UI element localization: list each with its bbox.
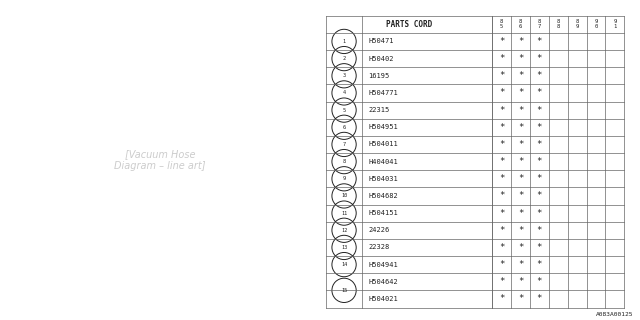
Text: *: * xyxy=(499,140,504,149)
Text: *: * xyxy=(537,140,542,149)
Text: *: * xyxy=(518,174,524,183)
Text: *: * xyxy=(499,71,504,80)
Text: *: * xyxy=(537,174,542,183)
Text: 8
8: 8 8 xyxy=(557,19,560,29)
Text: 22315: 22315 xyxy=(368,107,389,113)
Text: *: * xyxy=(537,123,542,132)
Text: *: * xyxy=(518,209,524,218)
Text: 13: 13 xyxy=(341,245,347,250)
Text: H504642: H504642 xyxy=(368,279,398,285)
Text: *: * xyxy=(518,88,524,97)
Text: *: * xyxy=(499,37,504,46)
Text: *: * xyxy=(518,243,524,252)
Text: 11: 11 xyxy=(341,211,347,216)
Text: H504021: H504021 xyxy=(368,296,398,302)
Text: 22328: 22328 xyxy=(368,244,389,251)
Text: *: * xyxy=(537,226,542,235)
Text: *: * xyxy=(499,243,504,252)
Text: 9
0: 9 0 xyxy=(595,19,598,29)
Text: *: * xyxy=(518,71,524,80)
Text: *: * xyxy=(537,88,542,97)
Text: *: * xyxy=(518,140,524,149)
Text: 10: 10 xyxy=(341,193,347,198)
Text: 9: 9 xyxy=(342,176,346,181)
Text: *: * xyxy=(537,157,542,166)
Text: *: * xyxy=(518,277,524,286)
Text: *: * xyxy=(499,294,504,303)
Text: *: * xyxy=(499,174,504,183)
Text: *: * xyxy=(499,260,504,269)
Text: *: * xyxy=(537,243,542,252)
Text: *: * xyxy=(518,260,524,269)
Text: *: * xyxy=(537,106,542,115)
Text: *: * xyxy=(518,226,524,235)
Text: H504151: H504151 xyxy=(368,210,398,216)
Text: *: * xyxy=(518,106,524,115)
Text: [Vacuum Hose
Diagram – line art]: [Vacuum Hose Diagram – line art] xyxy=(115,149,205,171)
Text: 8
7: 8 7 xyxy=(538,19,541,29)
Text: *: * xyxy=(518,123,524,132)
Text: *: * xyxy=(537,260,542,269)
Text: *: * xyxy=(499,226,504,235)
Text: *: * xyxy=(537,71,542,80)
Text: *: * xyxy=(499,277,504,286)
Text: *: * xyxy=(499,157,504,166)
Text: H404041: H404041 xyxy=(368,159,398,164)
Text: *: * xyxy=(499,88,504,97)
Text: 8: 8 xyxy=(342,159,346,164)
Text: 16195: 16195 xyxy=(368,73,389,79)
Text: 14: 14 xyxy=(341,262,347,267)
Text: *: * xyxy=(518,294,524,303)
Text: 9
1: 9 1 xyxy=(613,19,616,29)
Text: *: * xyxy=(499,209,504,218)
Text: *: * xyxy=(518,157,524,166)
Text: *: * xyxy=(499,54,504,63)
Text: H504951: H504951 xyxy=(368,124,398,130)
Text: 6: 6 xyxy=(342,125,346,130)
Text: 24226: 24226 xyxy=(368,227,389,233)
Text: *: * xyxy=(537,191,542,200)
Text: H504941: H504941 xyxy=(368,262,398,268)
Text: *: * xyxy=(537,37,542,46)
Text: 5: 5 xyxy=(342,108,346,113)
Text: *: * xyxy=(537,294,542,303)
Text: *: * xyxy=(537,54,542,63)
Text: 8
5: 8 5 xyxy=(500,19,503,29)
Text: *: * xyxy=(499,106,504,115)
Text: 4: 4 xyxy=(342,91,346,95)
Text: 2: 2 xyxy=(342,56,346,61)
Text: 8
9: 8 9 xyxy=(575,19,579,29)
Text: H50402: H50402 xyxy=(368,56,394,61)
Text: H50471: H50471 xyxy=(368,38,394,44)
Text: 12: 12 xyxy=(341,228,347,233)
Text: *: * xyxy=(537,209,542,218)
Text: 15: 15 xyxy=(341,288,347,293)
Text: *: * xyxy=(518,191,524,200)
Text: 7: 7 xyxy=(342,142,346,147)
Text: *: * xyxy=(537,277,542,286)
Text: H504682: H504682 xyxy=(368,193,398,199)
Text: 3: 3 xyxy=(342,73,346,78)
Text: H504771: H504771 xyxy=(368,90,398,96)
Text: H504031: H504031 xyxy=(368,176,398,182)
Text: 1: 1 xyxy=(342,39,346,44)
Text: *: * xyxy=(499,123,504,132)
Text: *: * xyxy=(499,191,504,200)
Text: 8
6: 8 6 xyxy=(519,19,522,29)
Text: H504011: H504011 xyxy=(368,141,398,148)
Text: PARTS CORD: PARTS CORD xyxy=(386,20,433,29)
Text: A083A00125: A083A00125 xyxy=(596,312,634,317)
Text: *: * xyxy=(518,54,524,63)
Text: *: * xyxy=(518,37,524,46)
